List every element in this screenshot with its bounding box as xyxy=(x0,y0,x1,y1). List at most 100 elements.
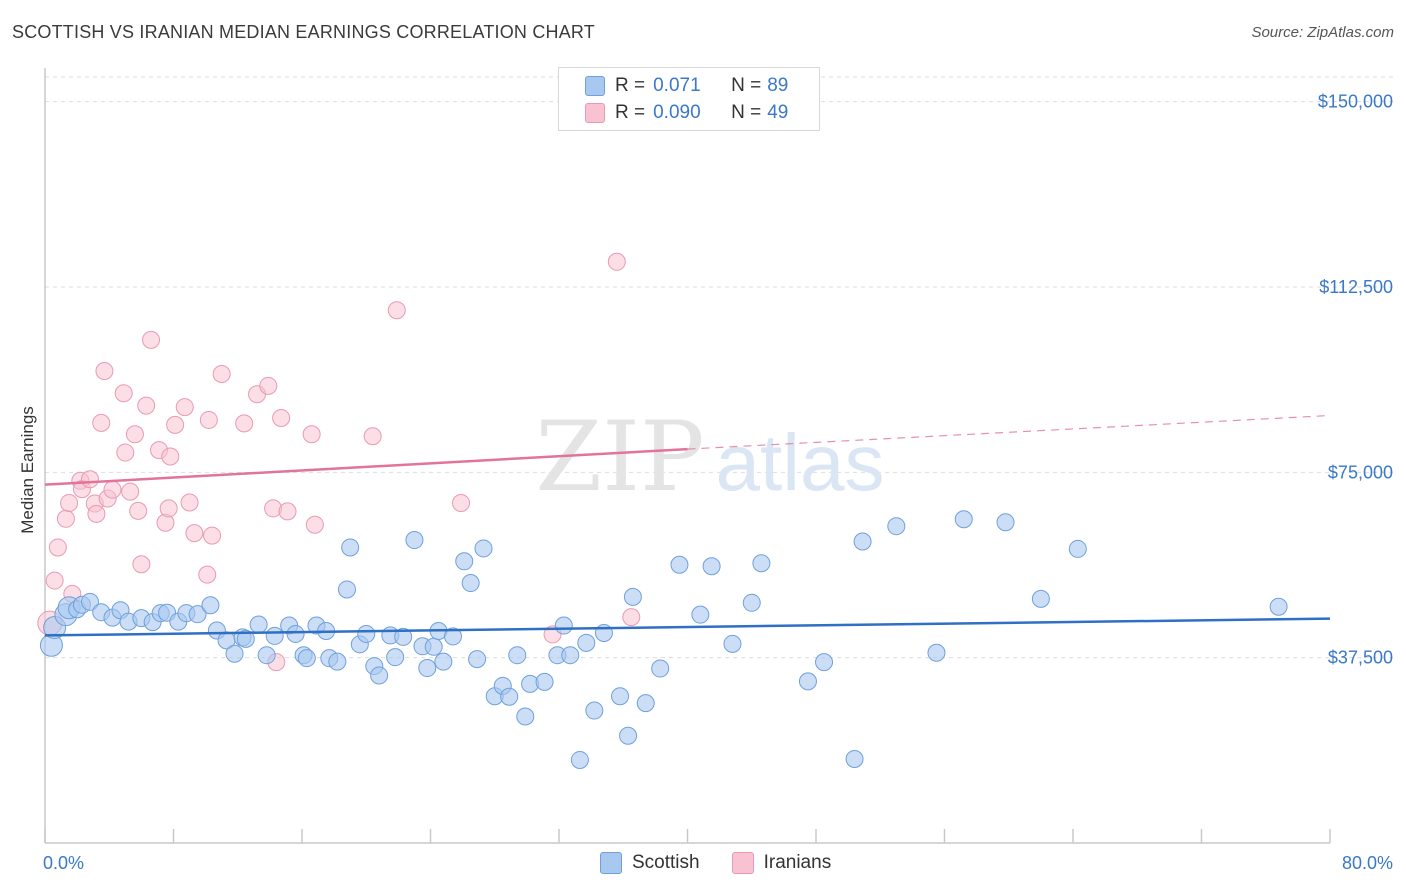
legend-swatch-iranians xyxy=(585,103,605,123)
y-tick-label: $37,500 xyxy=(1328,648,1393,668)
scottish-point xyxy=(691,605,710,624)
scottish-point xyxy=(455,552,474,571)
y-tick-label: $75,000 xyxy=(1328,462,1393,482)
legend-r-key: R = xyxy=(615,102,646,123)
trendlines xyxy=(44,414,1331,637)
iranian-point xyxy=(185,524,204,543)
iranian-point xyxy=(166,415,185,434)
iranian-point xyxy=(180,493,199,512)
scottish-point xyxy=(80,592,99,611)
series-label-scottish: Scottish xyxy=(632,852,700,873)
watermark-atlas: atlas xyxy=(716,418,885,507)
source-label: Source: ZipAtlas.com xyxy=(1251,24,1394,41)
iranian-point xyxy=(45,571,64,590)
gridlines xyxy=(45,76,1395,659)
iranian-point xyxy=(125,425,144,444)
scottish-point xyxy=(577,633,596,652)
legend-r-key: R = xyxy=(615,75,646,96)
scottish-point xyxy=(297,649,316,668)
iranian-point xyxy=(92,413,111,432)
iranian-point xyxy=(305,515,324,534)
scottish-point xyxy=(585,701,604,720)
scottish-point xyxy=(611,687,630,706)
scottish-point xyxy=(474,539,493,558)
scottish-point xyxy=(1031,589,1050,608)
y-tick-label: $150,000 xyxy=(1318,92,1393,112)
iranian-point xyxy=(198,565,217,584)
iranian-point xyxy=(87,504,106,523)
scottish-point xyxy=(798,672,817,691)
iranian-point xyxy=(95,362,114,381)
iranian-point xyxy=(199,410,218,429)
scottish-point xyxy=(619,726,638,745)
series-label-iranians: Iranians xyxy=(763,852,832,873)
iranian-point xyxy=(264,499,283,518)
legend-r-value: 0.090 xyxy=(653,102,701,123)
scottish-point xyxy=(386,648,405,667)
x-tick-label: 0.0% xyxy=(43,853,84,873)
iranian-point xyxy=(60,493,79,512)
scottish-point xyxy=(418,659,437,678)
scottish-point xyxy=(702,557,721,576)
scottish-point xyxy=(461,574,480,593)
iranian-point xyxy=(121,482,140,501)
scottish-point xyxy=(468,650,487,669)
y-tick-labels: $37,500 $75,000 $112,500 $150,000 xyxy=(1318,92,1393,668)
scottish-point xyxy=(845,749,864,768)
chart-title: SCOTTISH VS IRANIAN MEDIAN EARNINGS CORR… xyxy=(12,22,596,42)
iranian-point xyxy=(363,427,382,446)
scottish-point xyxy=(651,659,670,678)
scottish-point xyxy=(516,707,535,726)
iranian-trendline xyxy=(44,447,688,486)
series-legend-scottish: Scottish xyxy=(600,852,700,874)
y-axis-label: Median Earnings xyxy=(18,406,37,534)
scottish-point xyxy=(752,554,771,573)
scottish-point xyxy=(554,616,573,635)
scottish-point xyxy=(742,593,761,612)
legend-swatch-scottish xyxy=(585,76,605,96)
scottish-point xyxy=(201,596,220,615)
scottish-point xyxy=(286,624,305,643)
scottish-point xyxy=(405,531,424,550)
series-legend-iranians: Iranians xyxy=(731,852,832,874)
scottish-point xyxy=(357,624,376,643)
scottish-point xyxy=(853,532,872,551)
iranian-point xyxy=(129,501,148,520)
scottish-point xyxy=(1269,597,1288,616)
iranian-point xyxy=(80,470,99,489)
scottish-point xyxy=(508,646,527,665)
scottish-point xyxy=(815,653,834,672)
legend-n-key: N = xyxy=(731,75,762,96)
series-legend: Scottish Iranians xyxy=(600,852,863,874)
scottish-point xyxy=(265,626,284,645)
legend-n-value: 89 xyxy=(767,75,789,96)
series-swatch-scottish xyxy=(600,852,622,874)
scottish-point xyxy=(887,517,906,536)
scottish-points xyxy=(39,510,1288,769)
legend-row-iranians: R = 0.090 N = 49 xyxy=(585,100,788,126)
scottish-point xyxy=(328,652,347,671)
legend-n-key: N = xyxy=(731,102,762,123)
iranian-point xyxy=(159,499,178,518)
scottish-point xyxy=(443,627,462,646)
series-swatch-iranians xyxy=(731,852,754,874)
iranian-point xyxy=(142,330,161,349)
scottish-point xyxy=(236,629,255,648)
iranian-point xyxy=(132,555,151,574)
iranian-point xyxy=(103,480,122,499)
iranian-point xyxy=(272,408,291,427)
scottish-point xyxy=(370,666,389,685)
scottish-trendline xyxy=(44,617,1331,637)
scottish-point xyxy=(927,643,946,662)
watermark: ZIP atlas xyxy=(535,401,884,513)
iranian-point xyxy=(212,364,231,383)
scottish-point xyxy=(225,644,244,663)
scottish-point xyxy=(257,646,276,665)
iranian-point xyxy=(387,301,406,320)
scottish-point xyxy=(670,555,689,574)
iranian-point xyxy=(137,396,156,415)
axes xyxy=(44,68,1331,844)
iranian-point xyxy=(452,493,471,512)
iranian-trendline-extension xyxy=(687,414,1331,450)
